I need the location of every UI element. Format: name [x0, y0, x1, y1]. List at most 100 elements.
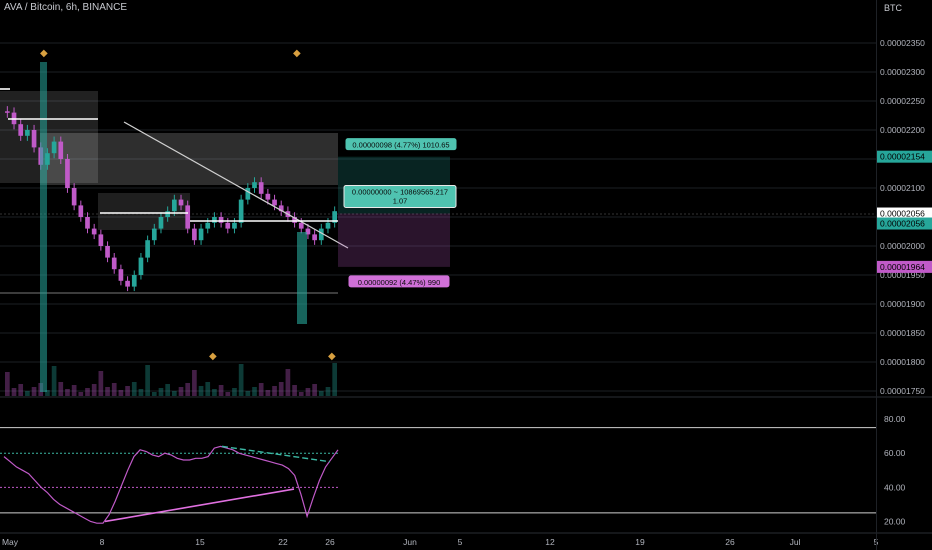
time-tick-label: 22: [278, 537, 288, 547]
candle-body: [252, 182, 257, 188]
price-tick-label: 0.00001850: [880, 328, 925, 338]
volume-bar: [105, 387, 110, 396]
time-tick-label: 8: [100, 537, 105, 547]
price-tag-bg: [877, 150, 932, 163]
price-tick-label: 0.00001900: [880, 299, 925, 309]
long-position-tool[interactable]: 0.00000098 (4.77%) 1010.65 0.00000000 ~ 1…: [338, 138, 457, 288]
entry-label-text: 1.07: [393, 197, 408, 206]
volume-bar: [111, 383, 117, 396]
candle-body: [178, 199, 184, 206]
volume-bar: [218, 385, 224, 396]
candle-body: [118, 269, 124, 281]
candle-body: [292, 217, 297, 223]
candle-body: [45, 153, 50, 165]
candle-body: [125, 280, 130, 287]
drawing-tools[interactable]: ◆ ◆ ◆ ◆: [0, 48, 349, 362]
candle-body: [71, 188, 77, 206]
symbol-label: AVA / Bitcoin, 6h, BINANCE: [4, 2, 128, 13]
price-tag-bg: [877, 217, 932, 230]
candle-body: [318, 228, 324, 241]
rsi-tick-label: 20.00: [884, 516, 906, 526]
resistance-zone: [0, 91, 98, 183]
volume-bar: [125, 386, 130, 396]
candle-body: [31, 130, 37, 148]
candle-body: [165, 211, 170, 217]
candle-body: [185, 205, 191, 229]
alert-icon: ◆: [328, 351, 336, 362]
candle-body: [245, 188, 251, 200]
support-zone: [98, 193, 190, 230]
volume-bar: [138, 389, 144, 396]
candle-body: [98, 234, 104, 246]
candle-body: [225, 222, 231, 229]
candlestick-series: [5, 62, 337, 392]
alert-icon: ◆: [40, 48, 48, 59]
volume-bar: [265, 390, 271, 396]
spike-candle: [297, 232, 307, 324]
volume-bar: [45, 390, 50, 396]
candle-body: [305, 228, 311, 235]
candle-body: [325, 222, 331, 229]
volume-bar: [285, 369, 291, 396]
volume-bar: [258, 383, 264, 396]
price-tick-label: 0.00002300: [880, 67, 925, 77]
candle-body: [205, 222, 211, 229]
volume-bar: [318, 391, 324, 396]
candle-body: [91, 228, 97, 235]
volume-bar: [238, 364, 244, 396]
spike-candle: [40, 62, 47, 392]
candle-body: [265, 193, 271, 200]
time-tick-label: 5: [458, 537, 463, 547]
target-label-text: 0.00000098 (4.77%) 1010.65: [352, 141, 449, 150]
rsi-tick-label: 60.00: [884, 448, 906, 458]
volume-bar: [272, 386, 277, 396]
candle-body: [312, 234, 317, 241]
stop-label-box: [348, 275, 450, 288]
volume-bar: [232, 388, 237, 396]
volume-bar: [18, 384, 24, 396]
supply-demand-zones: [0, 91, 876, 294]
volume-bar: [118, 390, 124, 396]
volume-bar: [205, 382, 211, 396]
rsi-tick-label: 40.00: [884, 482, 906, 492]
volume-bar: [51, 366, 57, 396]
volume-bar: [192, 370, 197, 396]
price-axis-divider: [876, 0, 877, 550]
volume-bar: [78, 392, 84, 396]
volume-bar: [225, 392, 231, 396]
trend-line: [123, 121, 349, 249]
volume-bar: [312, 384, 317, 396]
rsi-pane: [0, 427, 876, 524]
time-tick-label: 26: [325, 537, 335, 547]
alert-icon: ◆: [293, 48, 301, 59]
candle-body: [272, 199, 277, 206]
price-axis: 0.00002350 0.00002300 0.00002250 0.00002200…: [877, 38, 932, 526]
volume-bar: [11, 388, 17, 396]
volume-bar: [178, 387, 184, 396]
candle-body: [192, 228, 197, 241]
candle-body: [138, 257, 144, 275]
candle-body: [238, 199, 244, 223]
volume-bar: [31, 387, 37, 396]
volume-bars: [5, 363, 337, 396]
time-tick-label: 26: [725, 537, 735, 547]
volume-bar: [5, 372, 10, 396]
volume-bar: [292, 385, 297, 396]
volume-bar: [158, 388, 164, 396]
candle-body: [151, 228, 157, 241]
volume-bar: [252, 387, 257, 396]
price-tick-label: 0.00002200: [880, 125, 925, 135]
price-tick-label: 0.00002250: [880, 96, 925, 106]
volume-bar: [98, 371, 104, 396]
price-tick-label: 0.00002000: [880, 241, 925, 251]
loss-zone: [338, 213, 450, 267]
volume-bar: [198, 386, 204, 396]
volume-bar: [325, 387, 331, 396]
candle-body: [18, 124, 24, 136]
volume-bar: [131, 382, 137, 396]
candle-body: [65, 159, 70, 188]
candle-body: [85, 217, 90, 229]
candle-body: [172, 199, 177, 212]
rsi-divergence-line: [221, 445, 331, 463]
